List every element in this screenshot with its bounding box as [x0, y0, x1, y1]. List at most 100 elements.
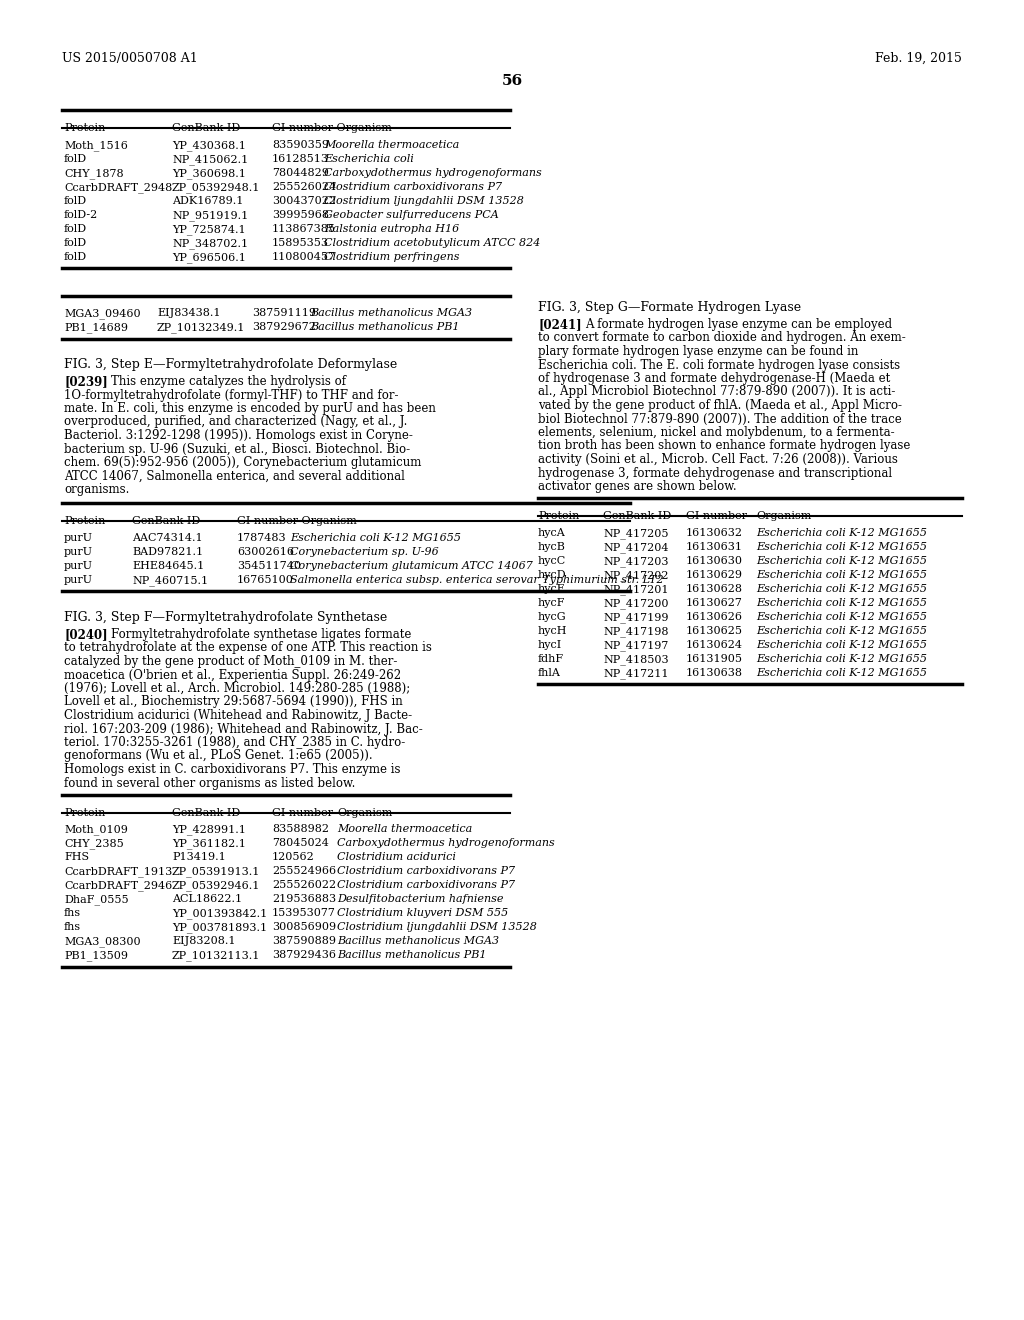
- Text: Ralstonia eutropha H16: Ralstonia eutropha H16: [324, 224, 459, 234]
- Text: ACL18622.1: ACL18622.1: [172, 895, 242, 904]
- Text: 153953077: 153953077: [272, 908, 336, 919]
- Text: Clostridium carboxidivorans P7: Clostridium carboxidivorans P7: [337, 880, 515, 891]
- Text: Escherichia coli K-12 MG1655: Escherichia coli K-12 MG1655: [756, 626, 927, 636]
- Text: Geobacter sulfurreducens PCA: Geobacter sulfurreducens PCA: [324, 210, 499, 220]
- Text: NP_415062.1: NP_415062.1: [172, 154, 248, 165]
- Text: 255524966: 255524966: [272, 866, 336, 876]
- Text: 16765100: 16765100: [237, 576, 294, 585]
- Text: Escherichia coli K-12 MG1655: Escherichia coli K-12 MG1655: [756, 668, 927, 678]
- Text: Escherichia coli K-12 MG1655: Escherichia coli K-12 MG1655: [756, 653, 927, 664]
- Text: 387929436: 387929436: [272, 950, 336, 961]
- Text: NP_417202: NP_417202: [603, 570, 669, 581]
- Text: 16131905: 16131905: [686, 653, 743, 664]
- Text: PB1_13509: PB1_13509: [63, 950, 128, 961]
- Text: 16128513: 16128513: [272, 154, 329, 164]
- Text: hycD: hycD: [538, 570, 566, 579]
- Text: GenBank ID: GenBank ID: [172, 123, 241, 133]
- Text: Carboxydothermus hydrogenoformans: Carboxydothermus hydrogenoformans: [337, 838, 555, 849]
- Text: 354511740: 354511740: [237, 561, 301, 572]
- Text: Moorella thermoacetica: Moorella thermoacetica: [337, 825, 472, 834]
- Text: folD: folD: [63, 238, 87, 248]
- Text: Organism: Organism: [337, 808, 392, 817]
- Text: of hydrogenase 3 and formate dehydrogenase-H (Maeda et: of hydrogenase 3 and formate dehydrogena…: [538, 372, 890, 385]
- Text: US 2015/0050708 A1: US 2015/0050708 A1: [62, 51, 198, 65]
- Text: 113867385: 113867385: [272, 224, 336, 234]
- Text: NP_417197: NP_417197: [603, 640, 669, 651]
- Text: YP_003781893.1: YP_003781893.1: [172, 923, 267, 933]
- Text: NP_348702.1: NP_348702.1: [172, 238, 248, 248]
- Text: ZP_05392946.1: ZP_05392946.1: [172, 880, 260, 891]
- Text: activity (Soini et al., Microb. Cell Fact. 7:26 (2008)). Various: activity (Soini et al., Microb. Cell Fac…: [538, 453, 898, 466]
- Text: fhs: fhs: [63, 923, 81, 932]
- Text: ATCC 14067, Salmonella enterica, and several additional: ATCC 14067, Salmonella enterica, and sev…: [63, 470, 404, 483]
- Text: A formate hydrogen lyase enzyme can be employed: A formate hydrogen lyase enzyme can be e…: [585, 318, 892, 331]
- Text: al., Appl Microbiol Biotechnol 77:879-890 (2007)). It is acti-: al., Appl Microbiol Biotechnol 77:879-89…: [538, 385, 895, 399]
- Text: NP_417211: NP_417211: [603, 668, 669, 678]
- Text: NP_418503: NP_418503: [603, 653, 669, 665]
- Text: 120562: 120562: [272, 853, 314, 862]
- Text: 15895353: 15895353: [272, 238, 329, 248]
- Text: moacetica (O'brien et al., Experientia Suppl. 26:249-262: moacetica (O'brien et al., Experientia S…: [63, 668, 401, 681]
- Text: Clostridium ljungdahlii DSM 13528: Clostridium ljungdahlii DSM 13528: [324, 195, 524, 206]
- Text: 83590359: 83590359: [272, 140, 329, 150]
- Text: Escherichia coli K-12 MG1655: Escherichia coli K-12 MG1655: [290, 533, 461, 543]
- Text: GI number: GI number: [686, 511, 746, 521]
- Text: CHY_1878: CHY_1878: [63, 168, 124, 178]
- Text: GenBank ID: GenBank ID: [132, 516, 201, 525]
- Text: EIJ83208.1: EIJ83208.1: [172, 936, 236, 946]
- Text: NP_417199: NP_417199: [603, 612, 669, 623]
- Text: 16130625: 16130625: [686, 626, 743, 636]
- Text: 16130631: 16130631: [686, 543, 743, 552]
- Text: fdhF: fdhF: [538, 653, 564, 664]
- Text: 78044829: 78044829: [272, 168, 329, 178]
- Text: bacterium sp. U-96 (Suzuki, et al., Biosci. Biotechnol. Bio-: bacterium sp. U-96 (Suzuki, et al., Bios…: [63, 442, 411, 455]
- Text: YP_696506.1: YP_696506.1: [172, 252, 246, 263]
- Text: Desulfitobacterium hafniense: Desulfitobacterium hafniense: [337, 895, 504, 904]
- Text: catalyzed by the gene product of Moth_0109 in M. ther-: catalyzed by the gene product of Moth_01…: [63, 655, 397, 668]
- Text: Clostridium perfringens: Clostridium perfringens: [324, 252, 460, 261]
- Text: CcarbDRAFT_1913: CcarbDRAFT_1913: [63, 866, 172, 878]
- Text: purU: purU: [63, 546, 93, 557]
- Text: Escherichia coli K-12 MG1655: Escherichia coli K-12 MG1655: [756, 598, 927, 609]
- Text: FHS: FHS: [63, 853, 89, 862]
- Text: PB1_14689: PB1_14689: [63, 322, 128, 333]
- Text: ADK16789.1: ADK16789.1: [172, 195, 244, 206]
- Text: Escherichia coli K-12 MG1655: Escherichia coli K-12 MG1655: [756, 570, 927, 579]
- Text: hycI: hycI: [538, 640, 562, 649]
- Text: AAC74314.1: AAC74314.1: [132, 533, 203, 543]
- Text: [0241]: [0241]: [538, 318, 582, 331]
- Text: CcarbDRAFT_2946: CcarbDRAFT_2946: [63, 880, 172, 891]
- Text: 63002616: 63002616: [237, 546, 294, 557]
- Text: FIG. 3, Step E—Formyltetrahydrofolate Deformylase: FIG. 3, Step E—Formyltetrahydrofolate De…: [63, 358, 397, 371]
- Text: Clostridium acidurici: Clostridium acidurici: [337, 853, 456, 862]
- Text: This enzyme catalyzes the hydrolysis of: This enzyme catalyzes the hydrolysis of: [111, 375, 346, 388]
- Text: hycC: hycC: [538, 556, 566, 566]
- Text: NP_417203: NP_417203: [603, 556, 669, 566]
- Text: NP_417204: NP_417204: [603, 543, 669, 553]
- Text: Protein: Protein: [538, 511, 580, 521]
- Text: 83588982: 83588982: [272, 825, 329, 834]
- Text: Escherichia coli: Escherichia coli: [324, 154, 414, 164]
- Text: NP_417200: NP_417200: [603, 598, 669, 609]
- Text: MGA3_09460: MGA3_09460: [63, 308, 140, 318]
- Text: Carboxydothermus hydrogenoformans: Carboxydothermus hydrogenoformans: [324, 168, 542, 178]
- Text: MGA3_08300: MGA3_08300: [63, 936, 140, 948]
- Text: GI number Organism: GI number Organism: [272, 123, 392, 133]
- Text: 78045024: 78045024: [272, 838, 329, 849]
- Text: Bacillus methanolicus PB1: Bacillus methanolicus PB1: [310, 322, 460, 333]
- Text: GI number: GI number: [272, 808, 333, 817]
- Text: GI number Organism: GI number Organism: [237, 516, 357, 525]
- Text: 219536883: 219536883: [272, 895, 336, 904]
- Text: ZP_05392948.1: ZP_05392948.1: [172, 182, 260, 193]
- Text: FIG. 3, Step F—Formyltetrahydrofolate Synthetase: FIG. 3, Step F—Formyltetrahydrofolate Sy…: [63, 611, 387, 624]
- Text: Moth_0109: Moth_0109: [63, 825, 128, 836]
- Text: folD: folD: [63, 154, 87, 164]
- Text: 1787483: 1787483: [237, 533, 287, 543]
- Text: overproduced, purified, and characterized (Nagy, et al., J.: overproduced, purified, and characterize…: [63, 416, 408, 429]
- Text: fhs: fhs: [63, 908, 81, 919]
- Text: hycG: hycG: [538, 612, 566, 622]
- Text: Organism: Organism: [756, 511, 811, 521]
- Text: 39995968: 39995968: [272, 210, 329, 220]
- Text: plary formate hydrogen lyase enzyme can be found in: plary formate hydrogen lyase enzyme can …: [538, 345, 858, 358]
- Text: BAD97821.1: BAD97821.1: [132, 546, 203, 557]
